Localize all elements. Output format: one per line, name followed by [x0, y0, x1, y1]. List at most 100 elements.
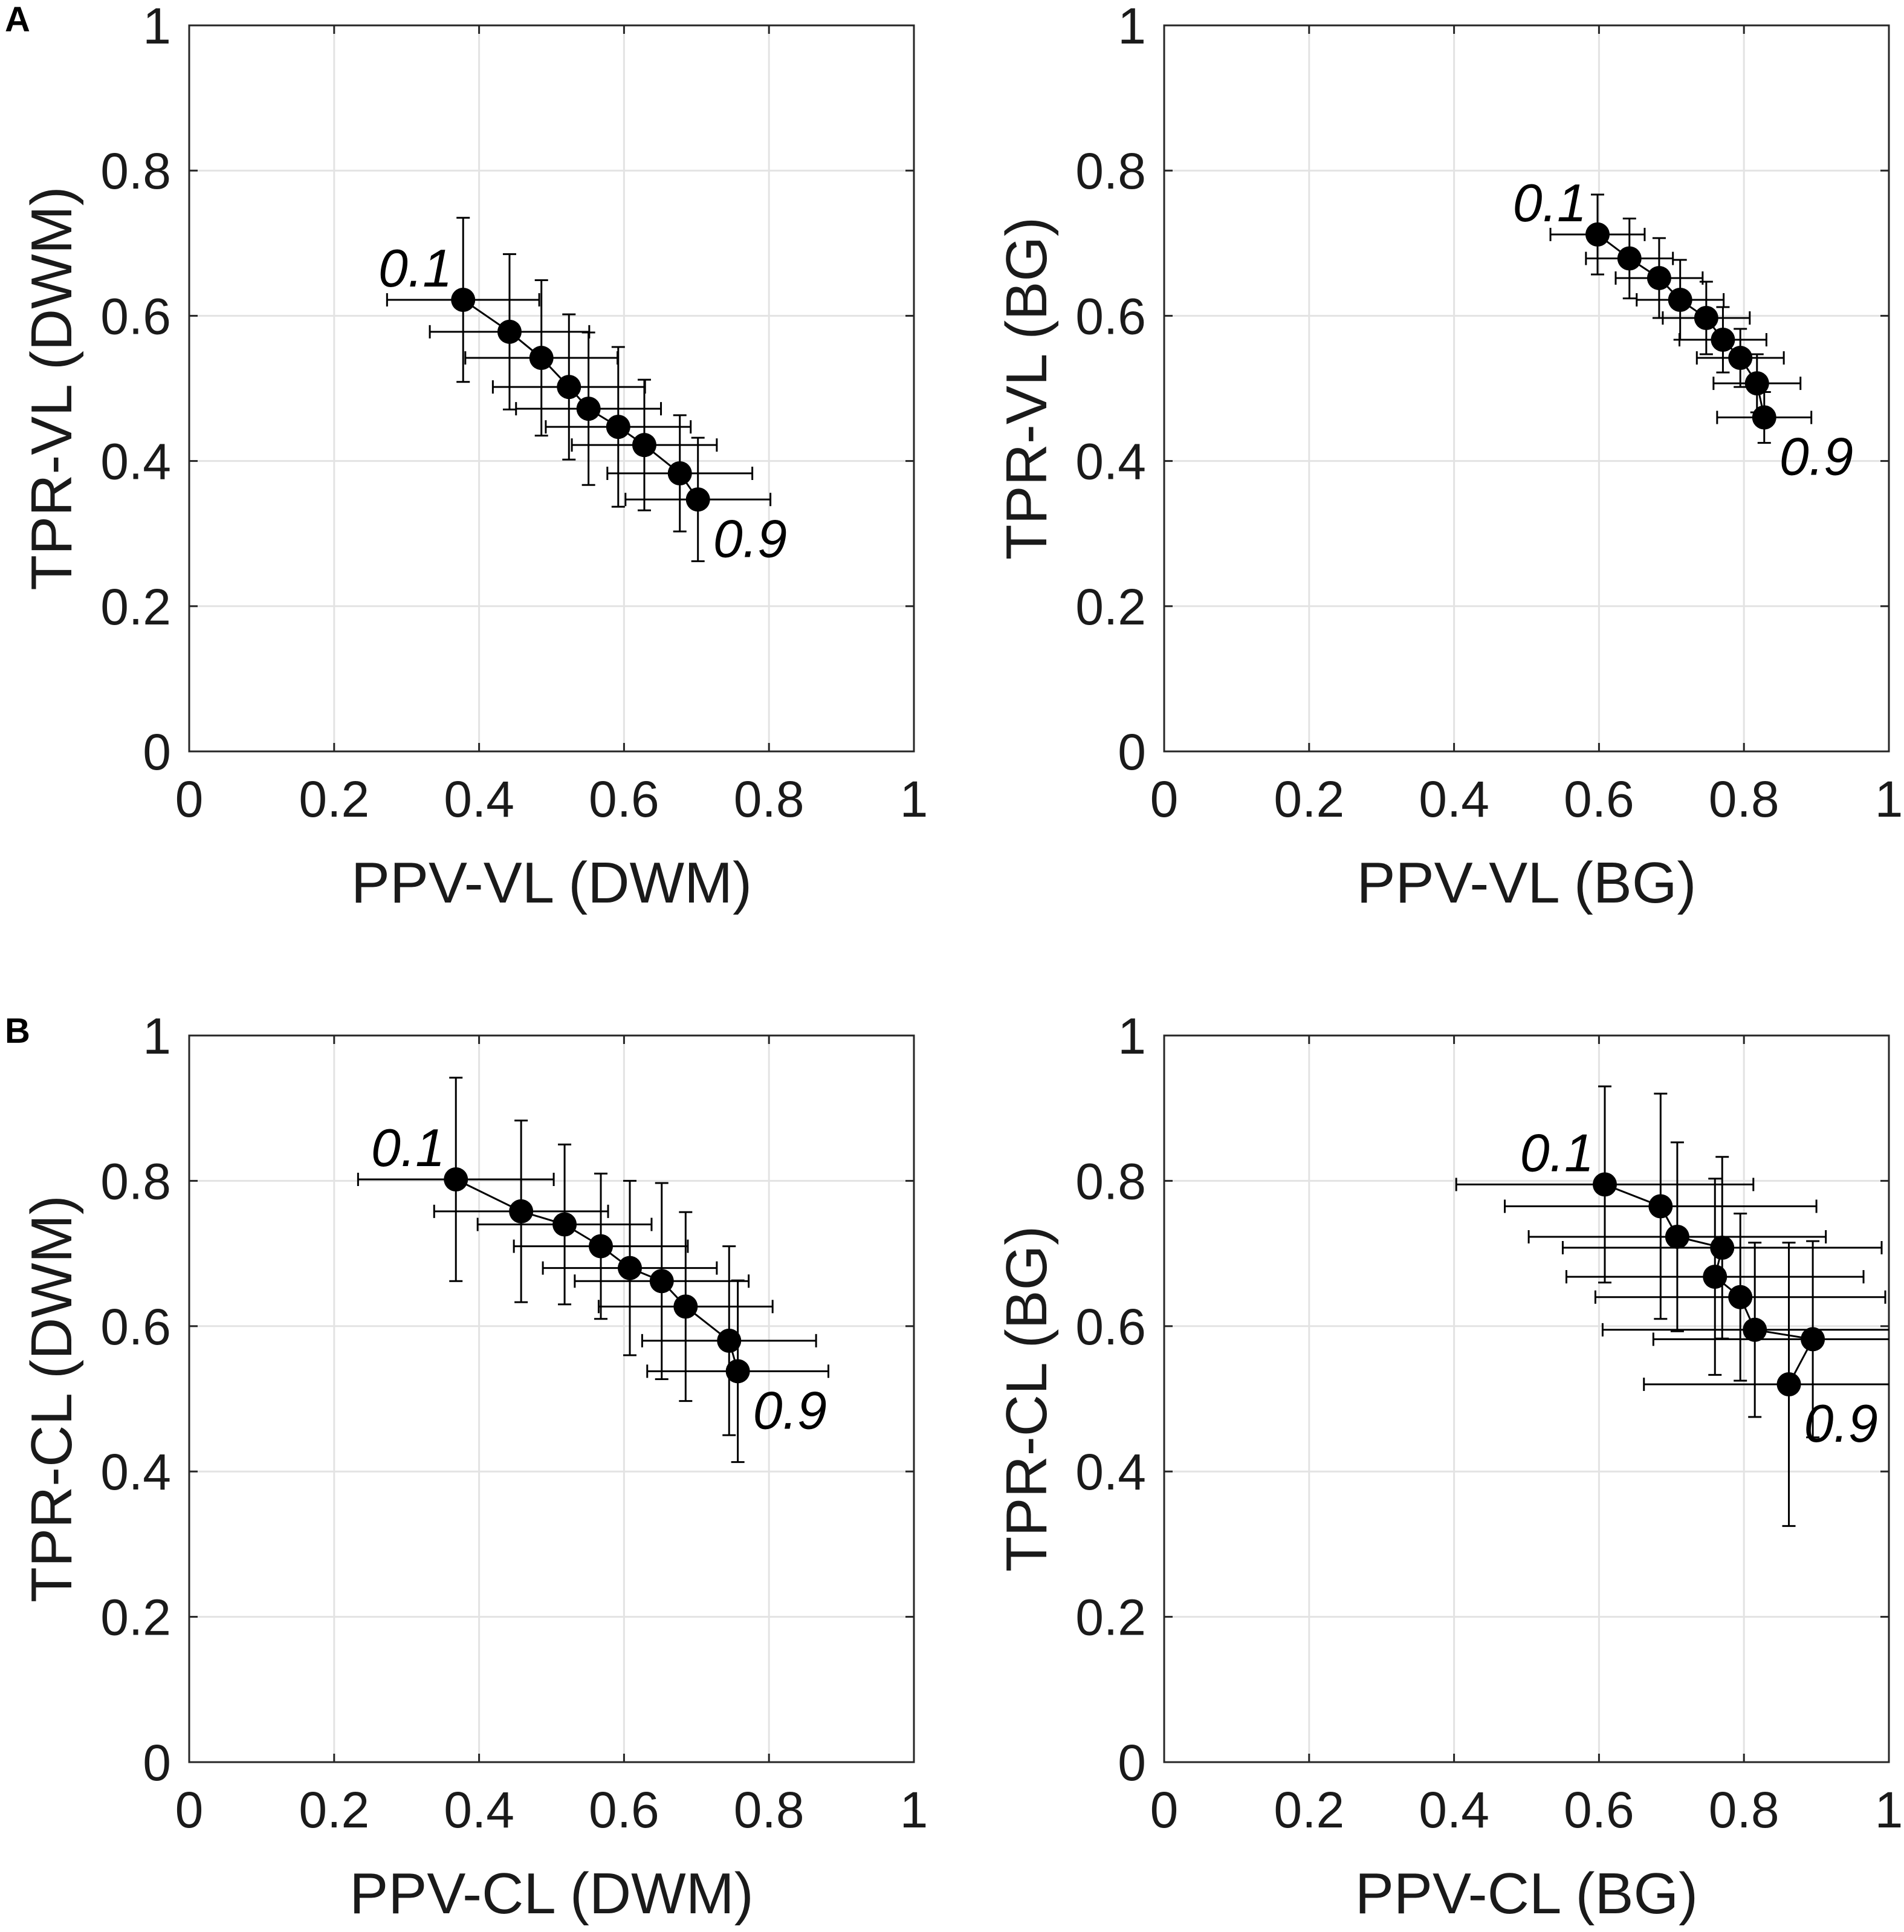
- y-tick-label: 0.8: [1075, 1153, 1146, 1210]
- data-point: [617, 1256, 642, 1280]
- threshold-annotation: 0.9: [1779, 427, 1853, 487]
- threshold-annotation: 0.9: [713, 508, 787, 568]
- x-tick-label: 1: [900, 771, 928, 828]
- data-point: [1801, 1327, 1825, 1352]
- data-point: [509, 1199, 534, 1224]
- data-point: [451, 287, 476, 312]
- data-point: [529, 346, 554, 371]
- x-tick-label: 0.4: [444, 771, 514, 828]
- data-point: [552, 1212, 577, 1237]
- data-point: [632, 433, 656, 458]
- y-tick-label: 0.6: [1075, 288, 1146, 345]
- x-tick-label: 0.2: [1274, 1781, 1344, 1838]
- plot-ppv-vl-bg: 0 0.2 0.4 0.6 0.8 1 0 0.2 0.4 0.6 0.8 1 PPV-VL (BG) T…: [994, 0, 1903, 915]
- x-tick-label: 0.8: [1709, 771, 1779, 828]
- threshold-annotation: 0.9: [753, 1380, 827, 1440]
- data-point: [1711, 328, 1735, 352]
- y-tick-label: 0.2: [100, 579, 171, 635]
- x-tick-label: 0.2: [299, 1781, 369, 1838]
- data-point: [1665, 1224, 1689, 1249]
- y-tick-label: 0.2: [1075, 1589, 1146, 1646]
- x-tick-label: 1: [900, 1781, 928, 1838]
- y-tick-label: 1: [1118, 0, 1146, 54]
- data-point: [717, 1328, 742, 1353]
- x-tick-label: 0.2: [299, 771, 369, 828]
- plot-frame: [1163, 1034, 1890, 1763]
- x-tick-label: 0.4: [444, 1781, 514, 1838]
- y-tick-label: 1: [1118, 1008, 1146, 1065]
- data-point: [444, 1167, 468, 1191]
- y-tick-label: 0.4: [1075, 433, 1146, 490]
- data-point: [649, 1269, 674, 1294]
- y-tick-label: 1: [143, 0, 171, 54]
- x-tick-label: 0.8: [734, 771, 805, 828]
- y-tick-label: 0.8: [100, 1153, 171, 1210]
- data-point: [1617, 246, 1642, 271]
- data-point: [1728, 1285, 1753, 1309]
- plot-frame: [188, 1034, 915, 1763]
- plot-ppv-vl-dwm: 0 0.2 0.4 0.6 0.8 1 0 0.2 0.4 0.6 0.8 1 PPV-VL (DWM)…: [19, 0, 928, 915]
- y-tick-label: 0: [1118, 1734, 1146, 1791]
- y-tick-label: 0.6: [100, 288, 171, 345]
- panel-letter-a: A: [5, 0, 30, 39]
- x-tick-label: 0.6: [1564, 771, 1634, 828]
- x-tick-label: 0.2: [1274, 771, 1344, 828]
- data-point: [1694, 306, 1718, 331]
- x-tick-label: 0: [175, 771, 204, 828]
- y-tick-label: 0.4: [1075, 1444, 1146, 1500]
- y-tick-label: 0.6: [1075, 1298, 1146, 1355]
- data-point: [1668, 287, 1692, 312]
- data-point: [725, 1359, 750, 1384]
- x-tick-label: 0.6: [589, 771, 659, 828]
- data-point: [1744, 371, 1769, 396]
- data-point: [557, 375, 581, 400]
- y-tick-label: 0.4: [100, 433, 171, 490]
- data-point: [1592, 1172, 1617, 1197]
- y-tick-label: 0.8: [1075, 143, 1146, 199]
- plot-ppv-cl-bg: 0 0.2 0.4 0.6 0.8 1 0 0.2 0.4 0.6 0.8 1 PPV-CL (BG) T…: [994, 1008, 1903, 1926]
- x-axis-label: PPV-VL (BG): [1357, 851, 1697, 915]
- y-axis-label: TPR-CL (DWM): [19, 1195, 84, 1603]
- data-point: [1648, 1194, 1673, 1219]
- y-tick-label: 0.4: [100, 1444, 171, 1500]
- x-tick-label: 0: [1150, 771, 1179, 828]
- y-axis-label: TPR-CL (BG): [994, 1226, 1059, 1572]
- x-tick-label: 0.6: [589, 1781, 659, 1838]
- data-point: [685, 487, 710, 512]
- x-tick-label: 1: [1875, 771, 1903, 828]
- threshold-annotation: 0.1: [371, 1118, 445, 1178]
- threshold-annotation: 0.9: [1804, 1393, 1878, 1453]
- x-tick-label: 0: [175, 1781, 204, 1838]
- y-tick-label: 0: [1118, 724, 1146, 780]
- plot-frame: [188, 24, 915, 753]
- data-point: [576, 397, 601, 421]
- data-point: [1743, 1317, 1767, 1342]
- data-point: [1647, 265, 1671, 290]
- plot-frame: [1163, 24, 1890, 753]
- y-axis-label: TPR-VL (DWM): [19, 186, 84, 590]
- x-tick-label: 0.6: [1564, 1781, 1634, 1838]
- x-tick-label: 0: [1150, 1781, 1179, 1838]
- y-tick-label: 0: [143, 724, 171, 780]
- x-tick-label: 0.8: [734, 1781, 805, 1838]
- data-point: [673, 1294, 698, 1319]
- x-tick-label: 1: [1875, 1781, 1903, 1838]
- x-tick-label: 0.8: [1709, 1781, 1779, 1838]
- x-tick-label: 0.4: [1419, 771, 1489, 828]
- x-axis-label: PPV-VL (DWM): [351, 851, 752, 915]
- threshold-annotation: 0.1: [1513, 173, 1587, 233]
- data-point: [667, 461, 692, 486]
- threshold-annotation: 0.1: [1520, 1123, 1594, 1182]
- plot-ppv-cl-dwm: 0 0.2 0.4 0.6 0.8 1 0 0.2 0.4 0.6 0.8 1 PPV-CL (DWM)…: [19, 1008, 928, 1926]
- x-tick-label: 0.4: [1419, 1781, 1489, 1838]
- y-tick-label: 0.6: [100, 1298, 171, 1355]
- data-point: [1728, 346, 1753, 371]
- data-point: [1710, 1235, 1735, 1260]
- data-point: [1776, 1372, 1801, 1396]
- x-axis-label: PPV-CL (DWM): [349, 1861, 753, 1926]
- data-point: [1703, 1265, 1728, 1289]
- y-tick-label: 0.2: [100, 1589, 171, 1646]
- data-point: [1752, 405, 1776, 430]
- data-point: [497, 319, 522, 344]
